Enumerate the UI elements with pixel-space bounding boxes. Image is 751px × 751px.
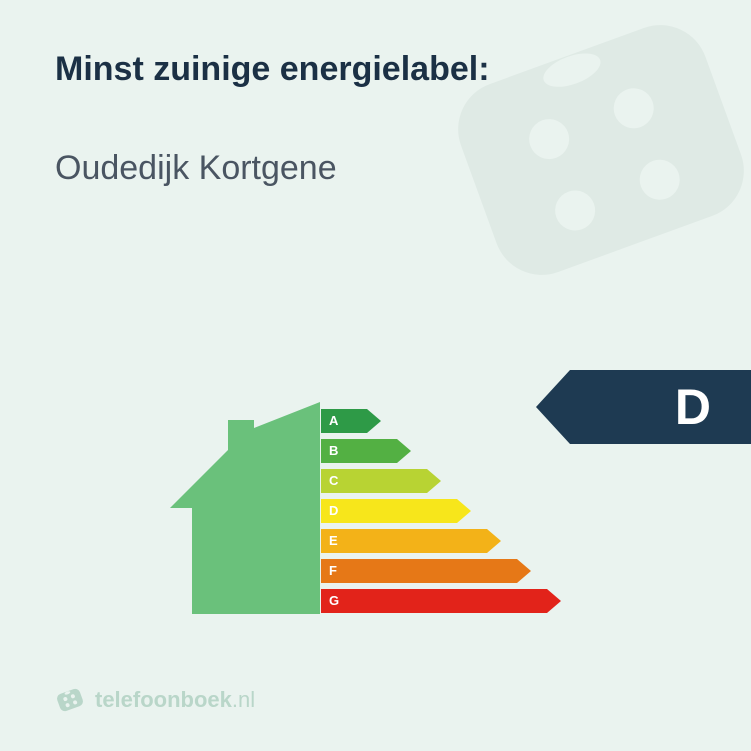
footer-logo-icon — [55, 685, 85, 715]
footer: telefoonboek.nl — [55, 685, 255, 715]
card-title: Minst zuinige energielabel: — [55, 50, 696, 89]
bar-shape — [321, 559, 531, 583]
bar-shape — [321, 499, 471, 523]
bar-letter: F — [329, 559, 337, 583]
bar-shape — [321, 589, 561, 613]
rating-badge-shape — [536, 370, 751, 444]
footer-text: telefoonboek.nl — [95, 689, 255, 711]
bar-letter: E — [329, 529, 338, 553]
bar-letter: C — [329, 469, 338, 493]
bar-shape — [321, 529, 501, 553]
rating-badge: D — [536, 370, 751, 444]
card-subtitle: Oudedijk Kortgene — [55, 149, 696, 188]
bar-letter: B — [329, 439, 338, 463]
bar-letter: A — [329, 409, 338, 433]
bar-letter: G — [329, 589, 339, 613]
rating-letter: D — [675, 370, 711, 444]
bar-shape — [321, 469, 441, 493]
energy-label-card: Minst zuinige energielabel: Oudedijk Kor… — [0, 0, 751, 751]
footer-brand: telefoonboek — [95, 687, 232, 712]
footer-tld: .nl — [232, 687, 255, 712]
house-icon — [170, 402, 320, 614]
bar-letter: D — [329, 499, 338, 523]
